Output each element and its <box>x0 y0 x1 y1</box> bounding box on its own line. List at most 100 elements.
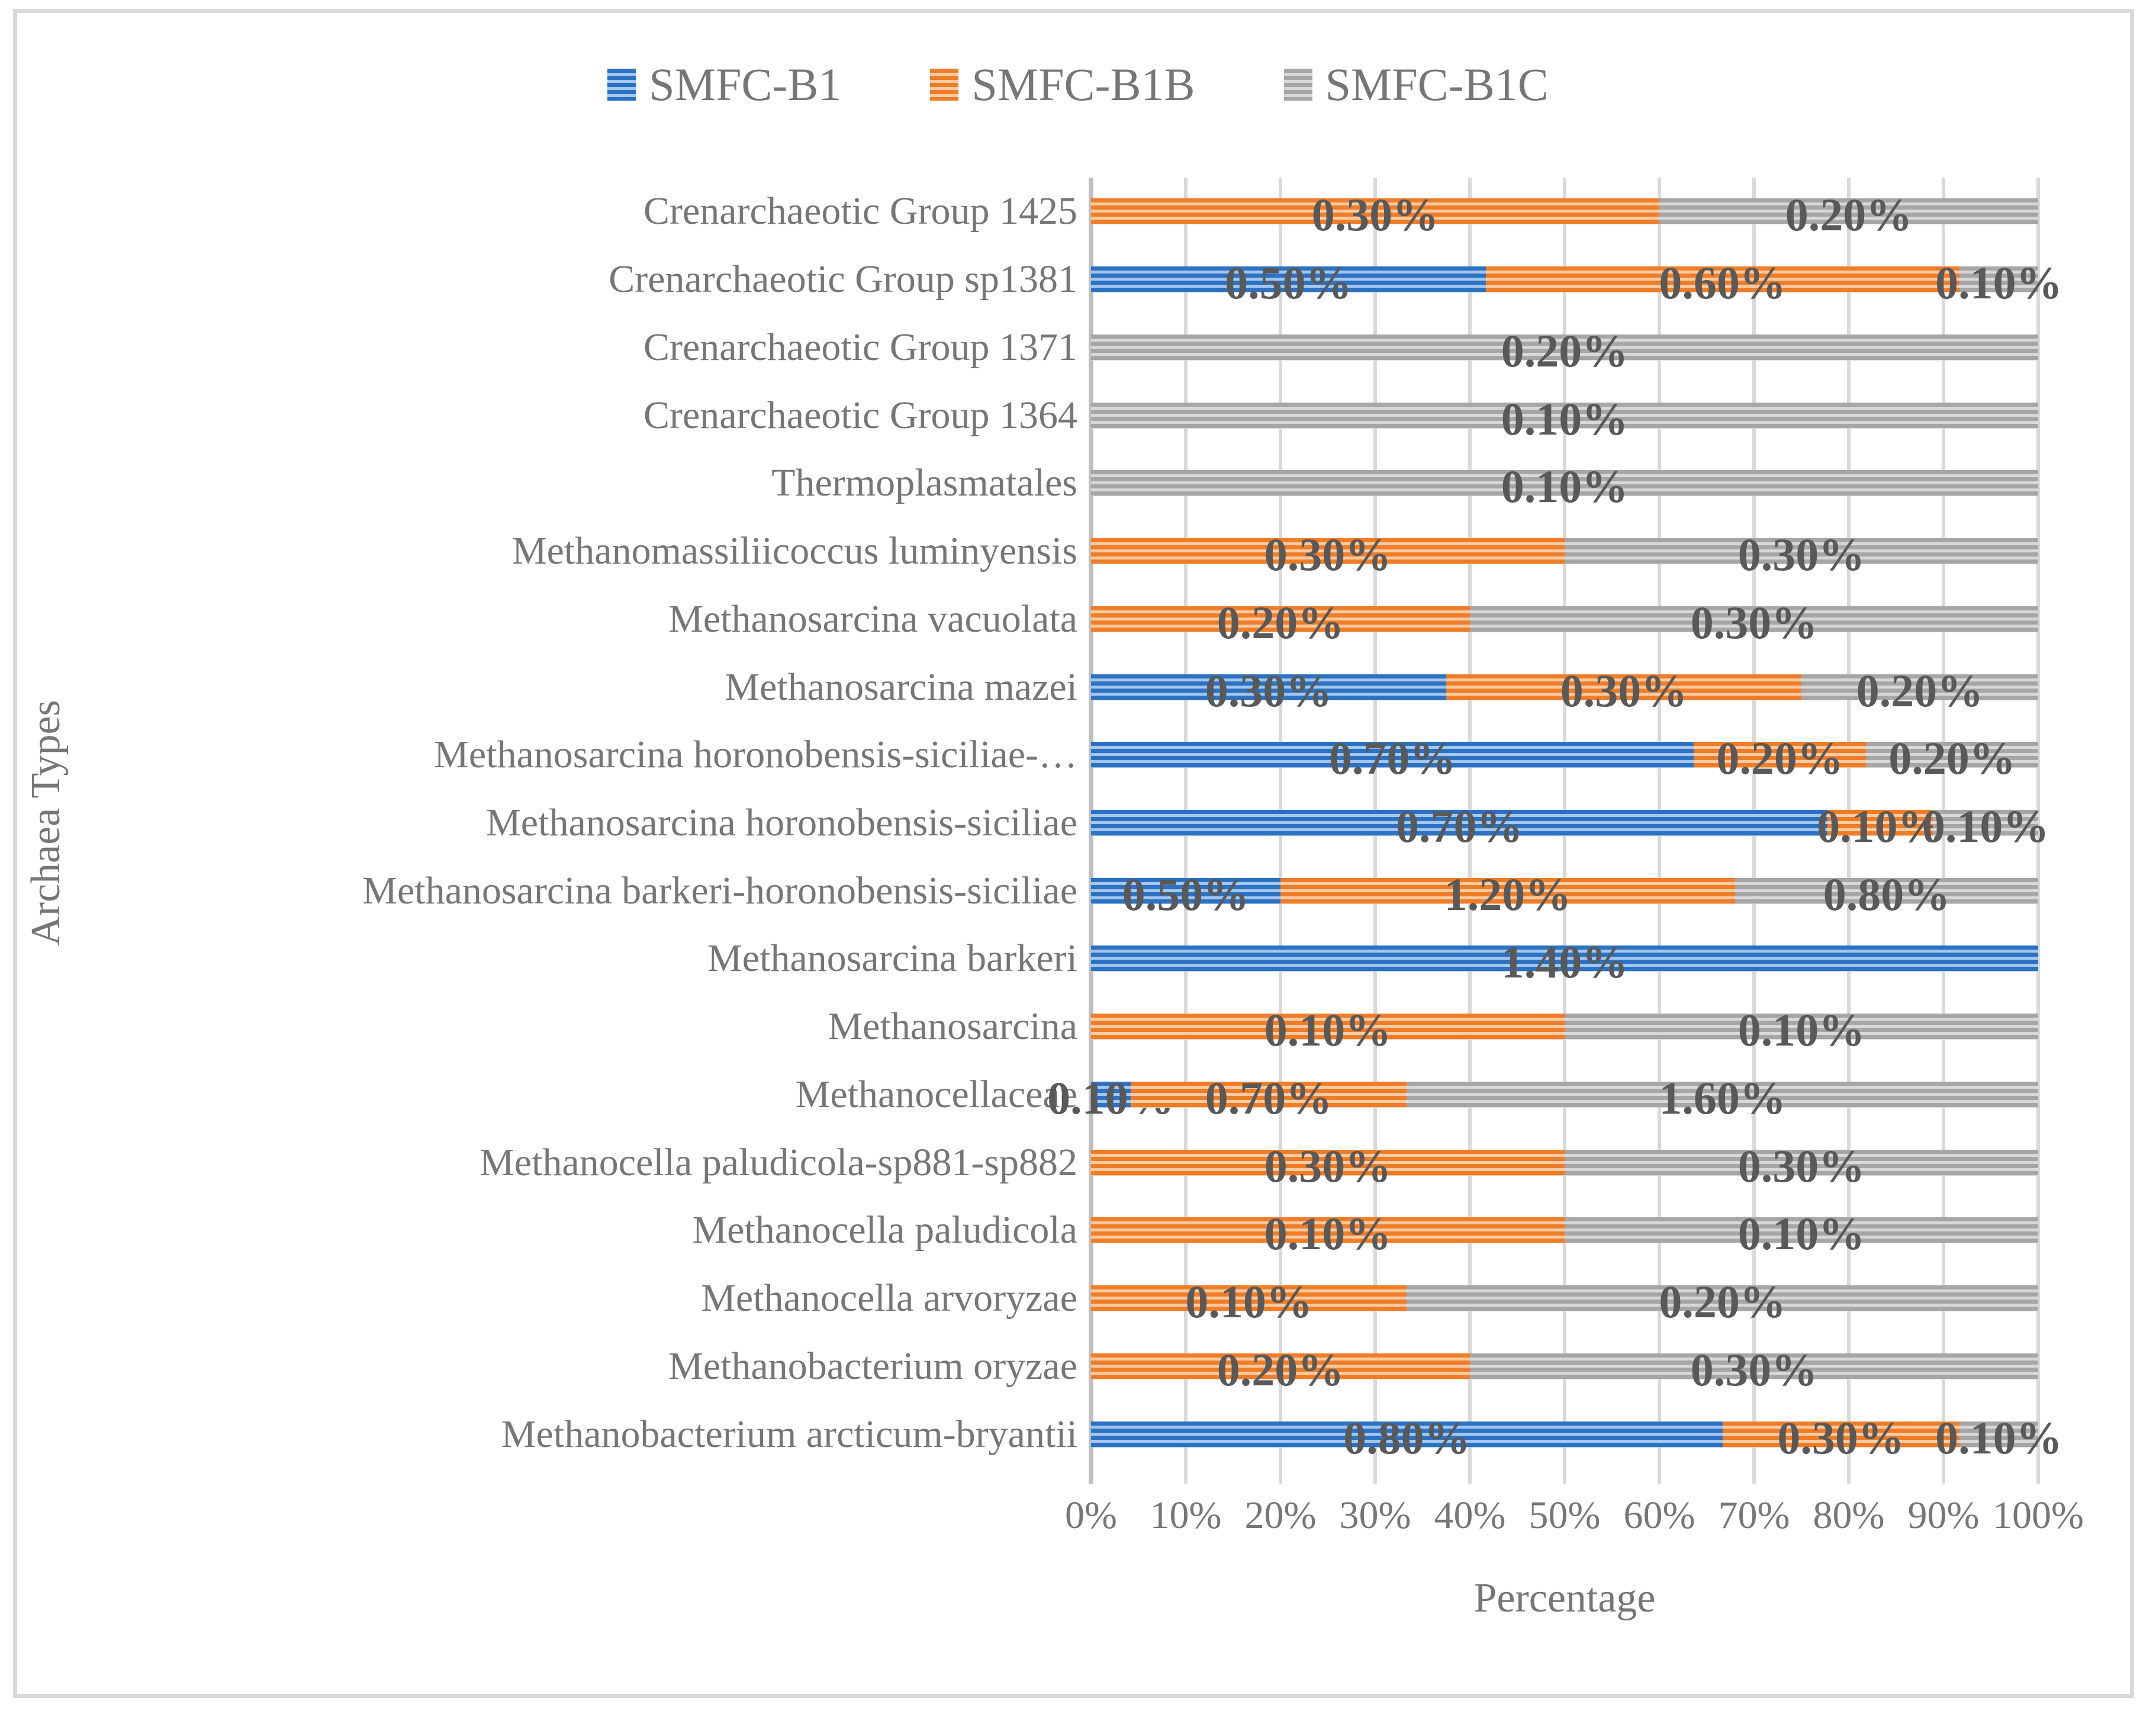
bar-segment-smfc-b1c <box>1565 1217 2038 1244</box>
data-label-smfc-b1c: 0.10% <box>1737 1208 1865 1260</box>
x-tick-mark <box>1468 1468 1472 1484</box>
bar-segment-smfc-b1b <box>1485 266 1959 293</box>
bar-segment-smfc-b1c <box>1565 1149 2038 1176</box>
bar-segment-smfc-b1c <box>1933 810 2038 836</box>
x-tick-mark <box>1089 1468 1093 1484</box>
bar-segment-smfc-b1b <box>1091 606 1470 632</box>
legend-swatch-smfc-b1-icon <box>607 69 636 101</box>
legend-item-smfc-b1: SMFC-B1 <box>607 62 841 108</box>
bar-segment-smfc-b1b <box>1091 1353 1470 1379</box>
category-label: Methanomassiliicoccus luminyensis <box>511 529 1077 573</box>
bar-segment-smfc-b1b <box>1091 538 1565 565</box>
category-label: Methanosarcina barkeri <box>707 937 1077 980</box>
data-label-smfc-b1: 0.70% <box>1395 800 1523 852</box>
legend-item-smfc-b1c: SMFC-B1C <box>1283 59 1549 110</box>
bar-segment-smfc-b1 <box>1091 266 1486 293</box>
legend-swatch-smfc-b1c-icon <box>1283 69 1312 101</box>
data-label-smfc-b1c: 0.30% <box>1737 1140 1865 1192</box>
data-label-smfc-b1b: 0.30% <box>1264 1140 1392 1192</box>
data-label-smfc-b1b: 0.30% <box>1560 664 1688 716</box>
x-axis-ticks: 0% 10% 20% 30% 40% 50% 60% 70% 80% 90% 100% <box>1065 1491 2084 1544</box>
bar-segment-smfc-b1 <box>1091 1421 1723 1448</box>
category-label: Methanosarcina mazei <box>725 665 1077 709</box>
data-label-smfc-b1b: 0.20% <box>1716 732 1843 784</box>
category-label: Crenarchaeotic Group 1425 <box>643 189 1077 233</box>
bar-segment-smfc-b1c <box>1407 1285 2038 1312</box>
bar-segment-smfc-b1b <box>1694 742 1867 768</box>
category-label: Methanosarcina vacuolata <box>668 597 1077 641</box>
data-label-smfc-b1b: 0.30% <box>1311 189 1439 241</box>
data-label-smfc-b1: 0.70% <box>1328 732 1456 784</box>
data-label-smfc-b1c: 1.60% <box>1659 1072 1786 1124</box>
data-label-smfc-b1c: 0.20% <box>1856 664 1984 716</box>
category-axis: Crenarchaeotic Group 1425 Crenarchaeotic … <box>71 178 1077 1468</box>
x-tick-mark <box>1279 1468 1282 1484</box>
data-label-smfc-b1b: 0.10% <box>1817 800 1944 852</box>
data-label-smfc-b1c: 0.10% <box>1737 1004 1865 1056</box>
chart-legend: SMFC-B1 SMFC-B1B SMFC-B1C <box>0 52 2156 117</box>
bar-segment-smfc-b1b <box>1091 1014 1565 1040</box>
bar-segment-smfc-b1c <box>1866 742 2038 768</box>
bar-segment-smfc-b1c <box>1801 674 2038 700</box>
legend-swatch-smfc-b1b-icon <box>930 69 959 101</box>
bar-segment-smfc-b1 <box>1091 674 1446 700</box>
data-label-smfc-b1: 0.50% <box>1122 868 1250 920</box>
legend-label-smfc-b1c: SMFC-B1C <box>1325 59 1549 110</box>
bar-segment-smfc-b1b <box>1280 877 1735 904</box>
bar-segment-smfc-b1c <box>1091 470 2038 497</box>
data-label-smfc-b1c: 0.20% <box>1501 324 1629 377</box>
category-label: Methanocella paludicola <box>692 1208 1077 1252</box>
data-label-smfc-b1: 1.40% <box>1501 936 1629 988</box>
category-label: Thermoplasmatales <box>771 461 1077 505</box>
category-label: Methanocella paludicola-sp881-sp882 <box>480 1140 1077 1184</box>
bar-segment-smfc-b1c <box>1407 1081 2038 1108</box>
bar-segment-smfc-b1b <box>1091 1285 1407 1312</box>
data-label-smfc-b1b: 0.10% <box>1264 1004 1392 1056</box>
bar-segment-smfc-b1b <box>1446 674 1801 700</box>
bar-segment-smfc-b1 <box>1091 742 1694 768</box>
data-label-smfc-b1b: 0.60% <box>1659 257 1786 309</box>
x-tick-mark <box>1847 1468 1851 1484</box>
category-label: Methanosarcina horonobensis-siciliae <box>486 801 1077 844</box>
bar-segment-smfc-b1c <box>1959 266 2038 293</box>
x-tick-mark <box>1942 1468 1945 1484</box>
x-tick-label: 10% <box>1150 1494 1222 1537</box>
category-label: Methanobacterium oryzae <box>668 1344 1077 1388</box>
bar-segment-smfc-b1b <box>1091 1217 1565 1244</box>
bar-segment-smfc-b1 <box>1091 1081 1131 1108</box>
legend-label-smfc-b1b: SMFC-B1B <box>971 59 1195 110</box>
bar-segment-smfc-b1c <box>1959 1421 2038 1448</box>
data-label-smfc-b1c: 0.20% <box>1888 732 2016 784</box>
x-tick-label: 0% <box>1065 1494 1117 1537</box>
data-label-smfc-b1c: 0.20% <box>1785 189 1913 241</box>
legend-label-smfc-b1: SMFC-B1 <box>649 59 842 110</box>
gridline <box>2036 178 2040 1468</box>
bar-segment-smfc-b1b <box>1827 810 1933 836</box>
x-tick-label: 90% <box>1907 1494 1980 1537</box>
x-axis-title: Percentage <box>1473 1575 1656 1621</box>
data-label-smfc-b1c: 0.30% <box>1737 529 1865 581</box>
data-label-smfc-b1c: 0.80% <box>1823 868 1951 920</box>
category-label: Methanosarcina <box>828 1005 1078 1049</box>
plot-area: 0.30% 0.20% 0.50% 0.60% 0.10% 0.20% 0.10% 0.10%… <box>1047 178 2062 1484</box>
category-label: Methanosarcina barkeri-horonobensis-sici… <box>362 869 1077 912</box>
bar-segment-smfc-b1b <box>1091 1149 1565 1176</box>
category-label: Crenarchaeotic Group sp1381 <box>609 258 1077 301</box>
data-label-smfc-b1b: 0.30% <box>1264 529 1392 581</box>
x-tick-label: 60% <box>1623 1494 1695 1537</box>
x-tick-mark <box>1752 1468 1756 1484</box>
x-tick-label: 50% <box>1528 1494 1601 1537</box>
x-tick-label: 70% <box>1718 1494 1790 1537</box>
x-tick-mark <box>1373 1468 1377 1484</box>
category-label: Methanobacterium arcticum-bryantii <box>501 1412 1077 1456</box>
data-label-smfc-b1c: 0.30% <box>1690 1343 1818 1395</box>
bar-segment-smfc-b1c <box>1659 198 2038 225</box>
category-label: Crenarchaeotic Group 1371 <box>643 325 1077 369</box>
category-label: Methanocellaceae <box>795 1072 1077 1116</box>
data-label-smfc-b1c: 0.10% <box>1501 461 1629 513</box>
data-label-smfc-b1: 0.30% <box>1205 664 1333 716</box>
x-tick-label: 30% <box>1339 1494 1411 1537</box>
data-label-smfc-b1c: 0.10% <box>1501 393 1629 445</box>
x-tick-label: 40% <box>1434 1494 1506 1537</box>
data-label-smfc-b1: 0.80% <box>1343 1411 1470 1464</box>
